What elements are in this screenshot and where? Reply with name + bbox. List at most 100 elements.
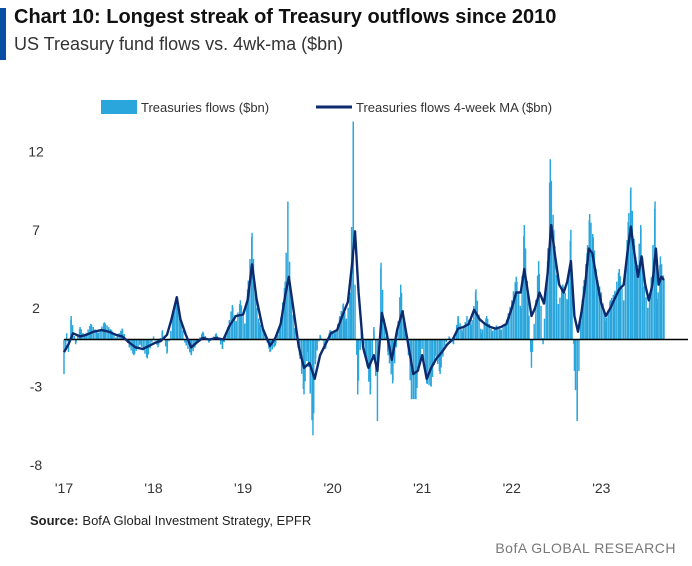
flow-bar bbox=[624, 270, 627, 340]
flow-bar bbox=[471, 319, 473, 340]
flow-bar bbox=[554, 246, 556, 340]
flow-bar bbox=[152, 336, 155, 340]
flow-bar bbox=[663, 279, 665, 340]
flow-bar bbox=[278, 326, 280, 340]
flow-bar bbox=[219, 339, 222, 345]
flow-bar bbox=[258, 322, 260, 340]
flow-bar bbox=[633, 245, 636, 340]
flow-bar bbox=[137, 339, 139, 348]
flow-bar bbox=[97, 332, 100, 340]
flow-bar bbox=[579, 320, 582, 340]
flow-bar bbox=[630, 187, 632, 340]
flow-bar bbox=[311, 339, 313, 421]
flow-bar bbox=[395, 339, 398, 346]
flow-bar bbox=[421, 339, 423, 349]
flow-bar bbox=[514, 282, 516, 340]
flow-bar bbox=[528, 315, 530, 340]
flow-bar bbox=[245, 302, 248, 340]
flow-bar bbox=[583, 279, 585, 340]
flow-bar bbox=[284, 281, 286, 340]
flow-bar bbox=[340, 310, 343, 340]
x-tick-label: '17 bbox=[55, 480, 73, 496]
flow-bar bbox=[576, 339, 578, 420]
flow-bar bbox=[247, 280, 250, 340]
flow-bar bbox=[319, 336, 322, 340]
flow-bar bbox=[290, 301, 293, 340]
y-tick-label: 7 bbox=[32, 222, 40, 238]
flow-bar bbox=[527, 292, 529, 340]
flow-bar bbox=[415, 339, 417, 400]
title-accent-bar bbox=[0, 8, 6, 60]
flow-bar bbox=[63, 339, 65, 375]
flow-bar bbox=[64, 339, 67, 348]
flow-bar bbox=[331, 331, 334, 340]
flow-bar bbox=[261, 328, 263, 340]
flow-bar bbox=[645, 297, 647, 340]
flow-bar bbox=[483, 323, 485, 340]
flow-bar bbox=[99, 329, 101, 340]
flow-bar bbox=[418, 339, 421, 364]
flow-bar bbox=[540, 305, 542, 340]
flow-bar bbox=[488, 323, 491, 340]
flow-bar bbox=[612, 294, 615, 340]
flow-bar bbox=[442, 339, 444, 357]
flow-bar bbox=[239, 300, 242, 340]
flow-bar bbox=[419, 339, 422, 358]
flow-bar bbox=[622, 300, 625, 340]
x-tick-label: '22 bbox=[503, 480, 521, 496]
flow-bar bbox=[509, 306, 511, 340]
flow-bar bbox=[500, 329, 503, 340]
flow-bar bbox=[233, 315, 236, 340]
flow-bar bbox=[199, 337, 201, 340]
flow-bar bbox=[399, 284, 402, 340]
flow-bar bbox=[581, 299, 584, 340]
flow-bar bbox=[631, 210, 634, 340]
flow-bar bbox=[600, 292, 603, 340]
flow-bar bbox=[352, 128, 355, 340]
flow-bar bbox=[342, 303, 345, 340]
flow-bar bbox=[418, 339, 420, 371]
flow-bar bbox=[244, 323, 246, 340]
flow-bar bbox=[647, 308, 649, 340]
flow-bar bbox=[176, 301, 179, 340]
flow-bar bbox=[182, 330, 184, 340]
flow-bar bbox=[376, 339, 379, 422]
y-tick-label: -8 bbox=[30, 457, 43, 473]
flow-bar bbox=[306, 339, 308, 362]
flow-bar bbox=[650, 276, 653, 340]
flow-bar bbox=[564, 292, 566, 340]
flow-bar bbox=[387, 339, 389, 356]
flow-bar bbox=[288, 261, 291, 340]
x-tick-label: '18 bbox=[144, 480, 162, 496]
flow-bar bbox=[628, 213, 630, 340]
flow-bar bbox=[251, 232, 253, 340]
flow-bar bbox=[178, 310, 181, 340]
flow-bar bbox=[614, 290, 616, 340]
chart-title: Chart 10: Longest streak of Treasury out… bbox=[14, 6, 557, 28]
flow-bar bbox=[426, 339, 429, 384]
x-axis: '17 '18 '19 '20 '21 '22 '23 bbox=[55, 480, 611, 496]
flow-bar bbox=[618, 268, 620, 340]
flow-bar bbox=[275, 339, 277, 344]
flow-bar bbox=[281, 302, 284, 340]
y-axis: 12 7 2 -3 -8 bbox=[28, 143, 44, 473]
flow-bar bbox=[108, 327, 110, 340]
flow-bar bbox=[316, 339, 318, 351]
flow-bar bbox=[202, 332, 205, 340]
flow-bar bbox=[562, 286, 565, 340]
flow-bar bbox=[335, 330, 337, 340]
flow-bar bbox=[543, 318, 546, 340]
flow-bar bbox=[294, 330, 296, 340]
flow-bar bbox=[552, 214, 554, 340]
flow-bar bbox=[511, 300, 513, 340]
flow-bar bbox=[238, 304, 241, 340]
flow-bar bbox=[208, 339, 210, 343]
flow-bar bbox=[436, 339, 439, 364]
flow-bar bbox=[259, 324, 262, 340]
flow-bar bbox=[497, 326, 499, 340]
flow-bar bbox=[555, 274, 558, 340]
flow-bar bbox=[424, 339, 427, 376]
chart-subtitle: US Treasury fund flows vs. 4wk-ma ($bn) bbox=[14, 34, 344, 54]
flow-bar bbox=[92, 327, 95, 340]
flow-bar bbox=[168, 339, 170, 342]
